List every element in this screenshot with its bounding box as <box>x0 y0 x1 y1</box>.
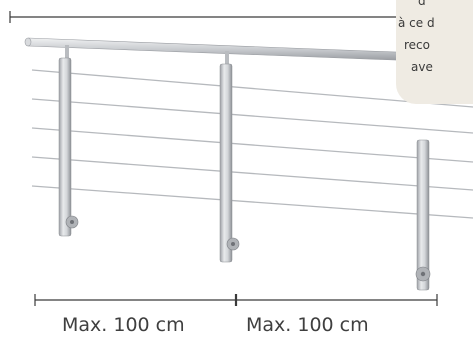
railing-post-2 <box>219 51 240 263</box>
cable-4 <box>31 156 473 191</box>
railing-post-3 <box>415 139 431 291</box>
note-line-3: reco <box>404 38 430 52</box>
bottom-dimension-line <box>34 294 438 306</box>
handrail <box>24 37 473 64</box>
note-line-2: à ce d <box>398 16 435 30</box>
cable-1 <box>31 69 473 108</box>
note-line-1: d <box>418 0 426 8</box>
top-dimension-line <box>9 11 396 23</box>
cable-2 <box>31 98 473 134</box>
steel-cables <box>31 69 473 219</box>
span-left-label: Max. 100 cm <box>62 314 185 336</box>
railing-post-1 <box>58 45 79 237</box>
cable-3 <box>31 127 473 163</box>
note-line-4: ave <box>411 60 433 74</box>
info-note-card: d à ce d reco ave <box>396 0 473 104</box>
span-right-label: Max. 100 cm <box>246 314 369 336</box>
cable-5 <box>31 185 473 219</box>
